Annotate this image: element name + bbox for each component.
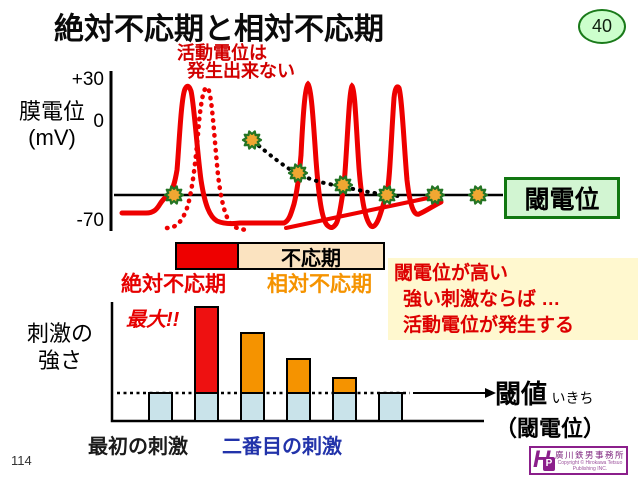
publisher-logo: H P 廣川鉄男事務所 Copyright © Hirokawa Tetsuo … [529,446,628,475]
stimulus-bar-base [332,392,357,422]
stimulus-marker-icon [332,175,354,195]
publisher-monogram-icon: H P [533,446,555,473]
stimulus-bar-extra [332,377,357,394]
publisher-text-block: 廣川鉄男事務所 Copyright © Hirokawa Tetsuo Publ… [555,449,625,472]
stimulus-chart-axes [110,302,484,423]
membrane-potential-axis-label-line2: (mV) [28,125,76,150]
absolute-refractory-label: 絶対不応期 [121,273,226,296]
note-line2: 強い刺激ならば … [403,289,561,310]
stimulus-bar-base [286,392,311,422]
tick-zero: 0 [93,111,104,132]
note-line1: 閾電位が高い [394,263,509,284]
threshold-value-label: 閾値 [495,379,548,409]
threshold-value-sublabel: （閾電位） [495,416,606,441]
threshold-value-label-group: 閾値 いきち （閾電位） [495,374,605,443]
elevated-threshold-dotted-curve [251,139,400,198]
stimulus-marker-icon [424,185,446,205]
logo-letter-p: P [543,456,555,471]
slide-number-badge: 40 [578,9,626,44]
stimulus-bar-base [240,392,265,422]
stimulus-marker-icon [376,185,398,205]
annotation-no-ap-line1: 活動電位は [177,43,267,63]
stimulus-bar-base [194,392,219,422]
note-line3: 活動電位が発生する [403,315,575,336]
relative-refractory-label: 相対不応期 [267,273,372,296]
stimulus-bar-extra [286,358,311,394]
stimulus-strength-axis-label: 刺激の 強さ [14,320,106,374]
stimulus-strength-axis-label-line2: 強さ [37,348,82,373]
rising-baseline-segment [284,196,430,230]
stimulus-marker-icon [287,163,309,183]
refractory-period-bar: 不応期 [175,242,385,270]
second-stimulus-label: 二番目の刺激 [222,436,342,458]
publisher-copyright-line2: Publishing INC. [572,465,608,472]
stimulus-bar-base [148,392,173,422]
publisher-company-name: 廣川鉄男事務所 [555,450,626,460]
stimulus-marker-icon [163,185,185,205]
stimulus-bar-base [378,392,403,422]
threshold-potential-label-box: 閾電位 [504,177,620,219]
stimulus-strength-axis-label-line1: 刺激の [26,321,93,346]
absolute-refractory-segment [177,244,239,268]
relative-refractory-segment: 不応期 [239,244,383,270]
threshold-value-ruby: いきち [551,390,594,406]
action-potential-dotted-curve [164,85,253,233]
max-stimulus-label: 最大!! [126,309,180,331]
note-box: 閾電位が高い 強い刺激ならば … 活動電位が発生する [388,258,638,340]
tick-minus70: -70 [76,210,104,231]
refractory-period-label: 不応期 [281,247,341,270]
stimulus-marker-icon [241,130,263,150]
action-potential-solid-curve [119,80,444,230]
slide-number: 40 [591,16,613,36]
tick-plus30: +30 [71,69,104,90]
page-number: 114 [11,453,32,468]
slide-title: 絶対不応期と相対不応期 [54,13,384,46]
stimulus-marker-icon [467,185,489,205]
stimulus-bar-extra [240,332,265,394]
membrane-potential-axis-label-line1: 膜電位 [18,99,85,124]
membrane-potential-axis-label: 膜電位 (mV) [8,99,96,151]
threshold-arrowhead-icon [485,388,496,398]
annotation-no-ap-line2: 発生出来ない [187,61,295,81]
publisher-copyright-line1: Copyright © Hirokawa Tetsuo [557,460,623,466]
threshold-potential-label: 閾電位 [524,186,600,214]
first-stimulus-label: 最初の刺激 [88,436,188,458]
stimulus-bar-extra-max [194,306,219,394]
